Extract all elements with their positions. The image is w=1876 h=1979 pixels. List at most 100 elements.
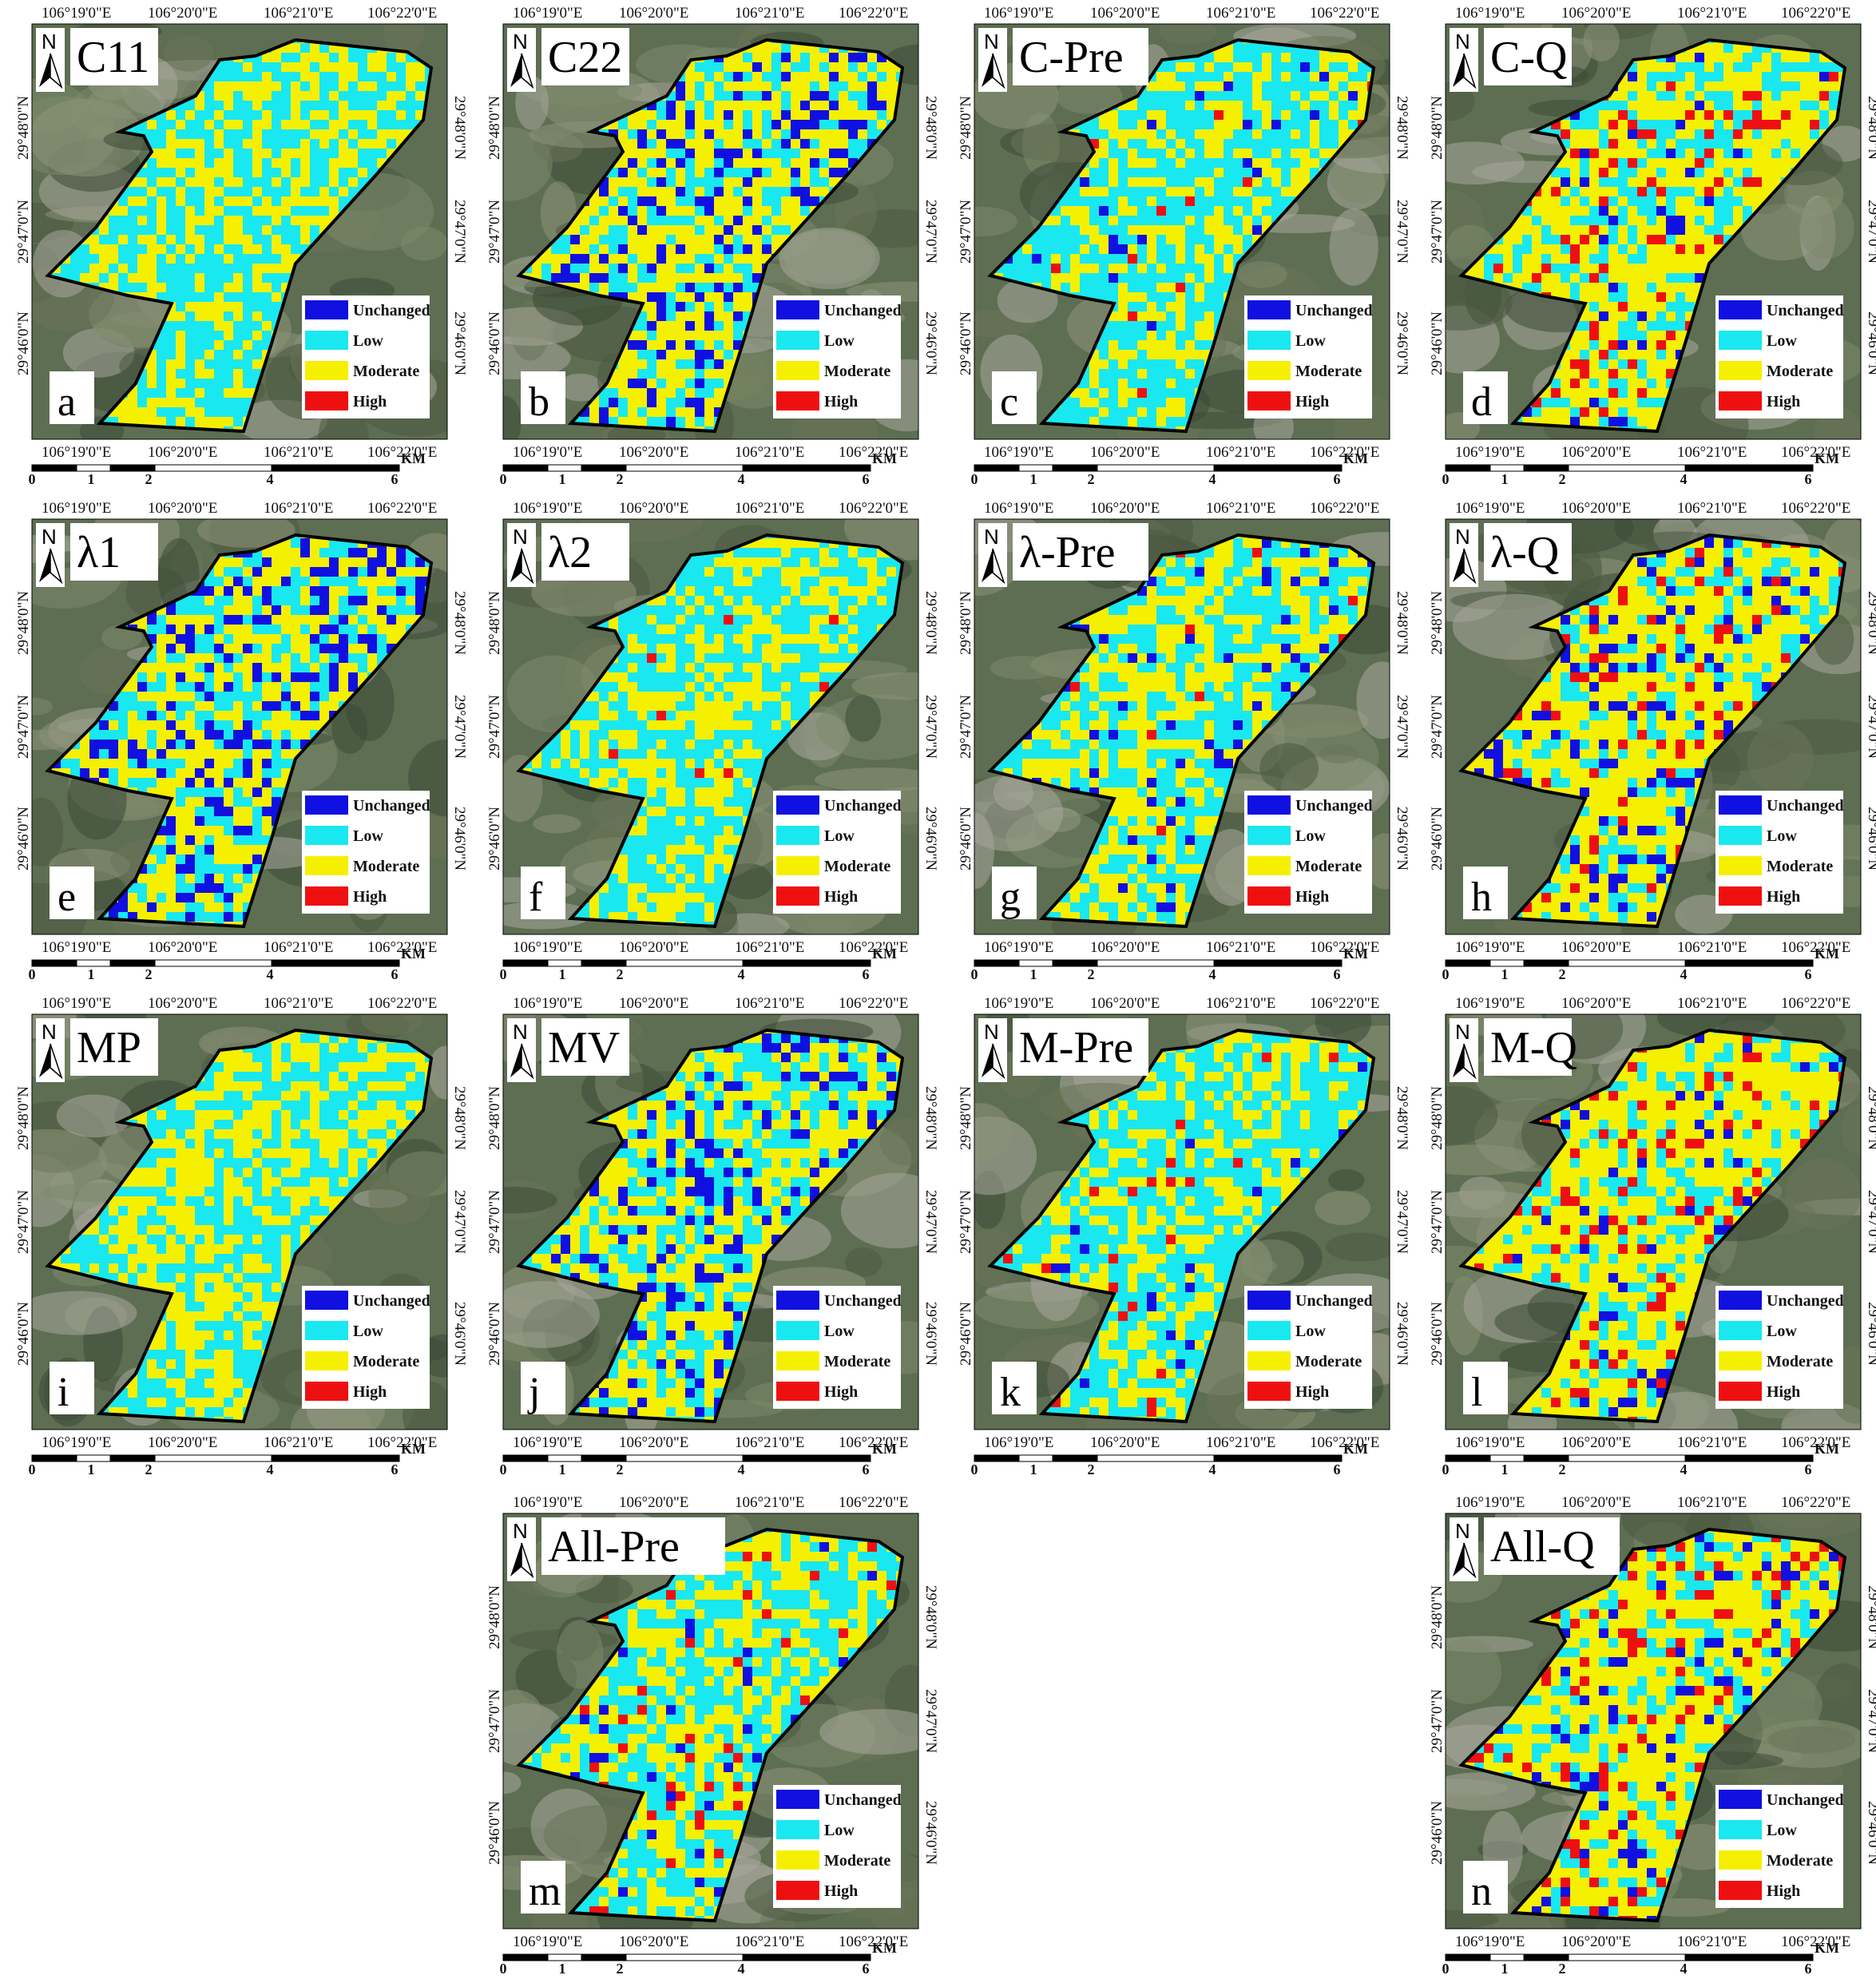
legend-label: Low — [824, 1323, 855, 1340]
map-svg: 106°19'0"E 106°19'0"E 106°20'0"E 106°20'0"E… — [1429, 1494, 1876, 1977]
legend: Unchanged Low Moderate High — [773, 1286, 902, 1409]
lon-label-top: 106°20'0"E — [1090, 500, 1160, 517]
lon-label-bottom: 106°19'0"E — [513, 1933, 582, 1950]
lon-label-bottom: 106°21'0"E — [735, 939, 804, 956]
legend-swatch — [305, 361, 348, 380]
lon-label-top: 106°19'0"E — [42, 995, 111, 1012]
legend-label: Moderate — [1295, 1353, 1362, 1370]
scale-tick: 1 — [1030, 966, 1037, 982]
lat-label-right: 29°47'0"N — [1394, 1190, 1410, 1254]
scale-tick: 4 — [1209, 966, 1216, 982]
lat-label-left: 29°48'0"N — [958, 96, 974, 160]
lon-label-top: 106°20'0"E — [619, 5, 688, 22]
scale-tick: 2 — [617, 1461, 624, 1477]
north-arrow-icon: N — [1450, 1517, 1478, 1581]
lon-label-bottom: 106°19'0"E — [513, 939, 582, 956]
study-area-boundary — [987, 38, 1376, 434]
legend-label: Moderate — [824, 1852, 890, 1870]
legend-swatch — [776, 1291, 819, 1310]
legend-label: High — [1767, 1882, 1800, 1900]
panel-title-box — [70, 28, 158, 85]
lat-label-left: 29°48'0"N — [958, 1086, 974, 1150]
lat-label-right: 29°47'0"N — [1865, 1689, 1876, 1753]
lon-label-top: 106°20'0"E — [1090, 995, 1160, 1012]
panel-letter: e — [58, 874, 76, 920]
legend-label: Moderate — [353, 363, 419, 380]
scale-tick: 4 — [1680, 966, 1688, 982]
panel-title: All-Pre — [548, 1522, 680, 1572]
scale-tick: 1 — [559, 471, 566, 487]
scale-tick: 2 — [145, 1461, 153, 1477]
scale-tick: 6 — [391, 1461, 399, 1477]
lon-label-top: 106°22'0"E — [1310, 5, 1379, 22]
scale-bar: KM0 1 2 4 6 — [1442, 1441, 1840, 1477]
legend-swatch — [1719, 331, 1762, 350]
lon-label-top: 106°21'0"E — [735, 995, 804, 1012]
scale-tick: 2 — [1559, 471, 1566, 487]
lon-label-bottom: 106°22'0"E — [1781, 939, 1850, 956]
lon-label-bottom: 106°22'0"E — [839, 1933, 908, 1950]
panel-title: C-Q — [1490, 33, 1567, 82]
map-svg: 106°19'0"E 106°19'0"E 106°20'0"E 106°20'0"E… — [958, 500, 1410, 982]
legend-swatch — [1719, 856, 1762, 875]
scale-tick: 0 — [500, 1461, 507, 1477]
legend-swatch — [776, 331, 819, 350]
legend-swatch — [1247, 886, 1291, 906]
legend-swatch — [1719, 1881, 1762, 1900]
lon-label-bottom: 106°21'0"E — [1677, 1434, 1747, 1451]
lat-label-right: 29°48'0"N — [922, 96, 939, 160]
map-svg: 106°19'0"E 106°19'0"E 106°20'0"E 106°20'0"E… — [15, 500, 468, 982]
lat-label-left: 29°46'0"N — [1429, 311, 1446, 375]
lat-label-left: 29°47'0"N — [1429, 200, 1446, 264]
map-svg: 106°19'0"E 106°19'0"E 106°20'0"E 106°20'0"E… — [486, 5, 939, 487]
map-panel-f: 106°19'0"E 106°19'0"E 106°20'0"E 106°20'0"E… — [486, 495, 939, 982]
scale-bar: KM0 1 2 4 6 — [1442, 450, 1840, 487]
legend-swatch — [1719, 300, 1762, 319]
legend-swatch — [1719, 1351, 1762, 1370]
lat-label-right: 29°47'0"N — [1865, 200, 1876, 264]
legend: Unchanged Low Moderate High — [302, 1286, 430, 1409]
scale-tick: 1 — [1501, 1961, 1509, 1977]
north-arrow-icon: N — [36, 1018, 65, 1082]
lon-label-bottom: 106°20'0"E — [148, 1434, 217, 1451]
lon-label-bottom: 106°21'0"E — [1677, 444, 1747, 461]
lon-label-top: 106°22'0"E — [1781, 995, 1850, 1012]
lon-label-top: 106°21'0"E — [1677, 1494, 1747, 1511]
legend-label: High — [824, 393, 858, 410]
lat-label-right: 29°46'0"N — [922, 1801, 939, 1865]
lon-label-top: 106°20'0"E — [1561, 5, 1631, 22]
lon-label-top: 106°19'0"E — [984, 5, 1053, 22]
lon-label-bottom: 106°19'0"E — [984, 1434, 1053, 1451]
panel-letter: n — [1471, 1869, 1492, 1914]
scale-tick: 2 — [145, 966, 153, 982]
lat-label-right: 29°48'0"N — [922, 1086, 939, 1150]
legend-label: High — [353, 393, 387, 410]
panel-title-box — [541, 1018, 629, 1076]
north-arrow-icon: N — [978, 523, 1007, 587]
lat-label-left: 29°48'0"N — [15, 1086, 32, 1150]
lon-label-top: 106°21'0"E — [735, 5, 804, 22]
scale-tick: 1 — [559, 966, 566, 982]
lon-label-top: 106°22'0"E — [1781, 5, 1850, 22]
lon-label-bottom: 106°22'0"E — [1781, 444, 1850, 461]
legend-label: Moderate — [1767, 1852, 1833, 1870]
lat-label-right: 29°47'0"N — [451, 1190, 468, 1254]
study-area-boundary — [987, 1028, 1376, 1424]
legend-swatch — [1719, 826, 1762, 845]
scale-tick: 2 — [617, 966, 624, 982]
scale-bar: KM0 1 2 4 6 — [500, 946, 898, 982]
legend-swatch — [776, 1850, 819, 1870]
legend-label: High — [1295, 393, 1329, 410]
legend-label: Low — [353, 1323, 383, 1340]
lat-label-right: 29°48'0"N — [922, 1585, 939, 1649]
legend-label: Moderate — [824, 1353, 890, 1370]
scale-tick: 1 — [88, 1461, 95, 1477]
scale-tick: 4 — [1209, 471, 1216, 487]
lat-label-right: 29°47'0"N — [1394, 695, 1410, 759]
lon-label-bottom: 106°19'0"E — [42, 444, 111, 461]
legend: Unchanged Low Moderate High — [1715, 1785, 1844, 1908]
lat-label-right: 29°46'0"N — [1865, 1302, 1876, 1366]
study-area-boundary — [516, 533, 905, 929]
lon-label-bottom: 106°22'0"E — [1781, 1933, 1850, 1950]
scale-tick: 2 — [1559, 1961, 1566, 1977]
